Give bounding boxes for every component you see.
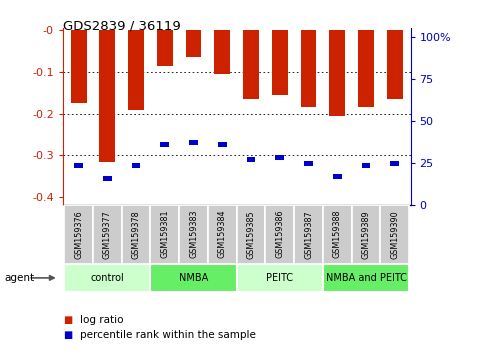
Bar: [272, 30, 288, 95]
Text: GSM159389: GSM159389: [361, 210, 370, 259]
Bar: [304, 161, 313, 166]
Text: PEITC: PEITC: [266, 273, 293, 283]
Text: GDS2839 / 36119: GDS2839 / 36119: [63, 19, 181, 33]
Bar: [352, 205, 381, 264]
Bar: [157, 30, 173, 66]
Bar: [132, 163, 141, 168]
Text: NMBA and PEITC: NMBA and PEITC: [326, 273, 406, 283]
Bar: [266, 205, 294, 264]
Text: GSM159386: GSM159386: [275, 210, 284, 258]
Text: GSM159390: GSM159390: [390, 210, 399, 259]
Bar: [275, 155, 284, 160]
Bar: [218, 142, 227, 147]
Bar: [333, 174, 341, 179]
Text: GSM159377: GSM159377: [103, 210, 112, 259]
Bar: [64, 264, 150, 292]
Text: log ratio: log ratio: [80, 315, 123, 325]
Text: ■: ■: [63, 330, 72, 339]
Bar: [237, 264, 323, 292]
Bar: [390, 161, 399, 166]
Bar: [71, 30, 86, 103]
Bar: [185, 30, 201, 57]
Bar: [381, 205, 409, 264]
Bar: [323, 264, 409, 292]
Text: ■: ■: [63, 315, 72, 325]
Bar: [99, 30, 115, 161]
Text: NMBA: NMBA: [179, 273, 208, 283]
Bar: [208, 205, 237, 264]
Bar: [128, 30, 144, 109]
Bar: [294, 205, 323, 264]
Bar: [214, 30, 230, 74]
Bar: [160, 142, 169, 147]
Bar: [387, 30, 403, 99]
Text: GSM159385: GSM159385: [246, 210, 256, 259]
Text: GSM159388: GSM159388: [333, 210, 342, 258]
Bar: [237, 205, 266, 264]
Text: GSM159383: GSM159383: [189, 210, 198, 258]
Text: GSM159381: GSM159381: [160, 210, 170, 258]
Text: control: control: [90, 273, 124, 283]
Bar: [358, 30, 374, 108]
Bar: [150, 264, 237, 292]
Bar: [93, 205, 122, 264]
Bar: [323, 205, 352, 264]
Text: GSM159378: GSM159378: [131, 210, 141, 259]
Bar: [103, 176, 112, 181]
Text: agent: agent: [5, 273, 35, 283]
Text: percentile rank within the sample: percentile rank within the sample: [80, 330, 256, 339]
Bar: [247, 157, 256, 162]
Bar: [300, 30, 316, 108]
Bar: [329, 30, 345, 116]
Bar: [179, 205, 208, 264]
Bar: [74, 163, 83, 168]
Bar: [64, 205, 93, 264]
Bar: [243, 30, 259, 99]
Bar: [362, 163, 370, 168]
Bar: [189, 140, 198, 145]
Bar: [150, 205, 179, 264]
Text: GSM159376: GSM159376: [74, 210, 83, 259]
Text: GSM159384: GSM159384: [218, 210, 227, 258]
Bar: [122, 205, 150, 264]
Text: GSM159387: GSM159387: [304, 210, 313, 259]
